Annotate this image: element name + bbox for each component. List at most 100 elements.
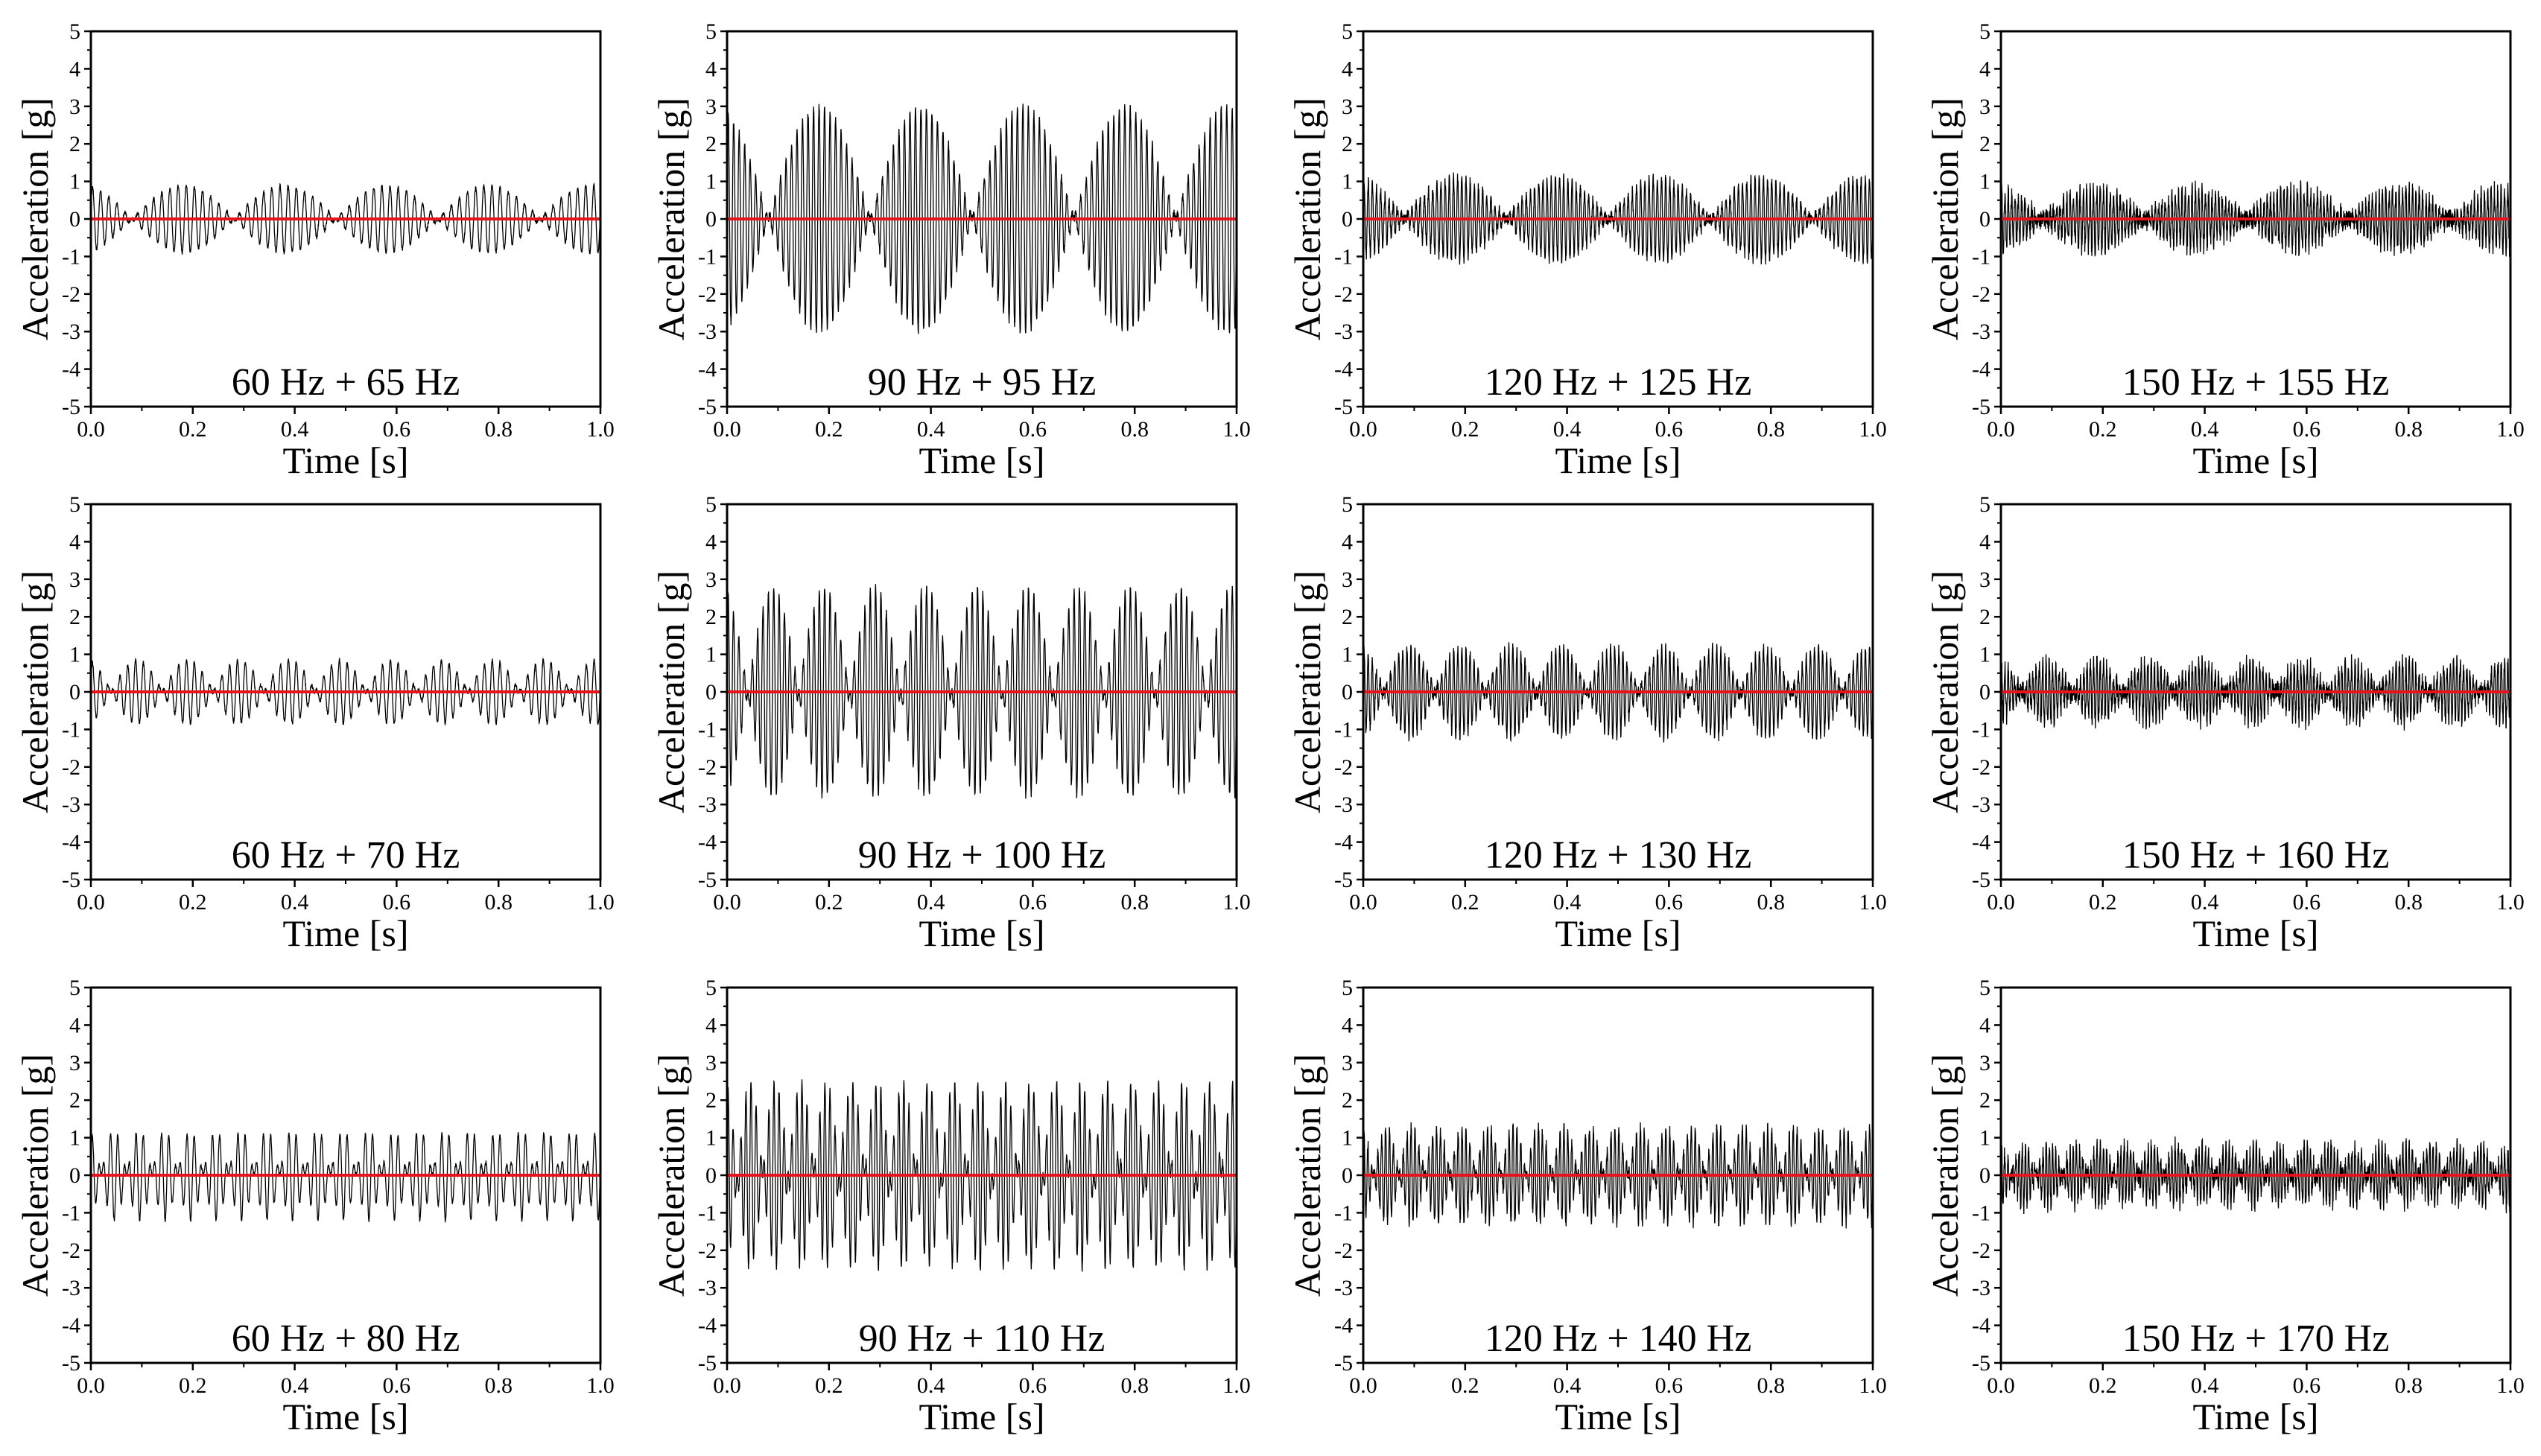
x-tick-label: 1.0 — [1859, 417, 1887, 442]
x-tick-label: 0.2 — [1451, 890, 1479, 915]
x-tick-label: 1.0 — [2496, 890, 2525, 915]
y-tick-label: -5 — [698, 1351, 717, 1376]
x-tick-label: 0.8 — [1120, 890, 1149, 915]
y-tick-label: 0 — [1342, 207, 1353, 232]
y-tick-label: 2 — [69, 132, 80, 156]
x-tick-label: 0.6 — [2293, 417, 2321, 442]
y-axis-title: Acceleration [g] — [650, 1054, 692, 1297]
y-tick-label: 5 — [705, 19, 717, 44]
y-tick-label: 1 — [705, 1126, 717, 1151]
y-tick-label: 3 — [1979, 95, 1990, 119]
x-tick-label: 0.6 — [1655, 1373, 1684, 1398]
y-tick-label: -5 — [62, 395, 80, 419]
signal-line — [91, 182, 600, 255]
y-tick-label: 4 — [705, 530, 717, 554]
x-tick-label: 0.6 — [1019, 890, 1047, 915]
y-tick-label: 0 — [1979, 207, 1990, 232]
y-tick-label: 4 — [1342, 57, 1353, 81]
y-tick-label: 3 — [705, 95, 717, 119]
y-tick-label: -5 — [62, 868, 80, 892]
y-axis-title: Acceleration [g] — [1287, 1054, 1328, 1297]
y-tick-label: -2 — [1972, 755, 1990, 780]
y-tick-label: -5 — [1334, 395, 1353, 419]
chart-panel-2: 5 4 3 2 1 0 -1 -2 -3 -4 -50.0 0.2 0.4 0.6 0.8 1.0 Time [… — [650, 19, 1251, 481]
y-tick-label: -2 — [62, 755, 80, 780]
x-tick-label: 0.8 — [1120, 417, 1149, 442]
y-tick-label: 3 — [1342, 568, 1353, 592]
x-tick-label: 0.6 — [2293, 1373, 2321, 1398]
x-tick-label: 0.4 — [917, 417, 945, 442]
y-tick-label: -2 — [62, 1239, 80, 1263]
y-tick-label: 3 — [705, 568, 717, 592]
frequency-annotation: 150 Hz + 155 Hz — [2122, 361, 2390, 404]
x-tick-label: 0.6 — [1655, 890, 1684, 915]
y-tick-label: 5 — [69, 492, 80, 517]
signal-line — [1363, 642, 1873, 743]
y-tick-label: 0 — [705, 680, 717, 705]
x-tick-label: 0.4 — [2191, 417, 2219, 442]
x-tick-label: 0.6 — [383, 1373, 411, 1398]
x-tick-label: 0.8 — [484, 417, 513, 442]
y-tick-label: -5 — [1972, 868, 1990, 892]
y-tick-label: 5 — [1342, 19, 1353, 44]
y-tick-label: -5 — [1334, 868, 1353, 892]
x-tick-label: 0.8 — [2394, 890, 2423, 915]
x-tick-label: 0.2 — [1451, 1373, 1479, 1398]
frequency-annotation: 90 Hz + 100 Hz — [858, 834, 1106, 877]
x-tick-label: 0.0 — [713, 1373, 741, 1398]
x-tick-label: 0.2 — [815, 417, 843, 442]
x-tick-label: 0.8 — [1757, 1373, 1785, 1398]
x-tick-label: 0.8 — [2394, 1373, 2423, 1398]
x-tick-label: 1.0 — [1859, 890, 1887, 915]
y-tick-label: -1 — [62, 1201, 80, 1225]
y-tick-label: 4 — [705, 57, 717, 81]
y-axis-title: Acceleration [g] — [14, 98, 56, 340]
y-tick-label: 0 — [705, 1163, 717, 1188]
x-tick-label: 0.2 — [2089, 417, 2117, 442]
y-tick-label: 1 — [1342, 1126, 1353, 1151]
y-tick-label: 3 — [69, 568, 80, 592]
x-axis-title: Time [s] — [1555, 912, 1681, 954]
x-axis-title: Time [s] — [282, 912, 408, 954]
y-tick-label: 5 — [1979, 19, 1990, 44]
x-axis-title: Time [s] — [919, 912, 1044, 954]
y-tick-label: -3 — [62, 792, 80, 817]
y-tick-label: 0 — [69, 1163, 80, 1188]
x-tick-label: 0.2 — [1451, 417, 1479, 442]
y-tick-label: 4 — [69, 1013, 80, 1037]
y-tick-label: 2 — [1979, 1088, 1990, 1113]
y-tick-label: -3 — [698, 1276, 717, 1300]
y-tick-label: 1 — [69, 643, 80, 667]
x-tick-label: 0.4 — [281, 890, 309, 915]
chart-panel-9: 5 4 3 2 1 0 -1 -2 -3 -4 -50.0 0.2 0.4 0.6 0.8 1.0 Time [… — [14, 976, 615, 1437]
y-tick-label: 3 — [1342, 1051, 1353, 1075]
frequency-annotation: 120 Hz + 130 Hz — [1485, 834, 1752, 877]
chart-panel-12: 5 4 3 2 1 0 -1 -2 -3 -4 -50.0 0.2 0.4 0.6 0.8 1.0 Time [… — [1924, 976, 2525, 1437]
x-tick-label: 0.0 — [1987, 1373, 2015, 1398]
y-tick-label: -5 — [698, 395, 717, 419]
y-tick-label: -3 — [698, 792, 717, 817]
y-tick-label: -5 — [698, 868, 717, 892]
y-tick-label: -4 — [62, 357, 80, 382]
frequency-annotation: 150 Hz + 170 Hz — [2122, 1317, 2390, 1360]
y-tick-label: -3 — [1972, 320, 1990, 344]
y-tick-label: 2 — [69, 1088, 80, 1113]
y-tick-label: -5 — [1334, 1351, 1353, 1376]
x-axis-title: Time [s] — [1555, 439, 1681, 481]
y-tick-label: 1 — [1979, 1126, 1990, 1151]
y-tick-label: 0 — [1979, 1163, 1990, 1188]
y-tick-label: 4 — [705, 1013, 717, 1037]
y-tick-label: 4 — [1979, 530, 1990, 554]
x-tick-label: 0.0 — [713, 890, 741, 915]
x-tick-label: 0.6 — [383, 417, 411, 442]
x-tick-label: 1.0 — [2496, 1373, 2525, 1398]
y-tick-label: 0 — [705, 207, 717, 232]
y-tick-label: -1 — [1334, 1201, 1353, 1225]
frequency-annotation: 60 Hz + 80 Hz — [232, 1317, 460, 1360]
x-tick-label: 0.4 — [2191, 890, 2219, 915]
y-tick-label: 0 — [69, 680, 80, 705]
x-tick-label: 0.0 — [1349, 1373, 1377, 1398]
y-tick-label: 1 — [69, 1126, 80, 1151]
y-tick-label: -4 — [62, 1314, 80, 1338]
